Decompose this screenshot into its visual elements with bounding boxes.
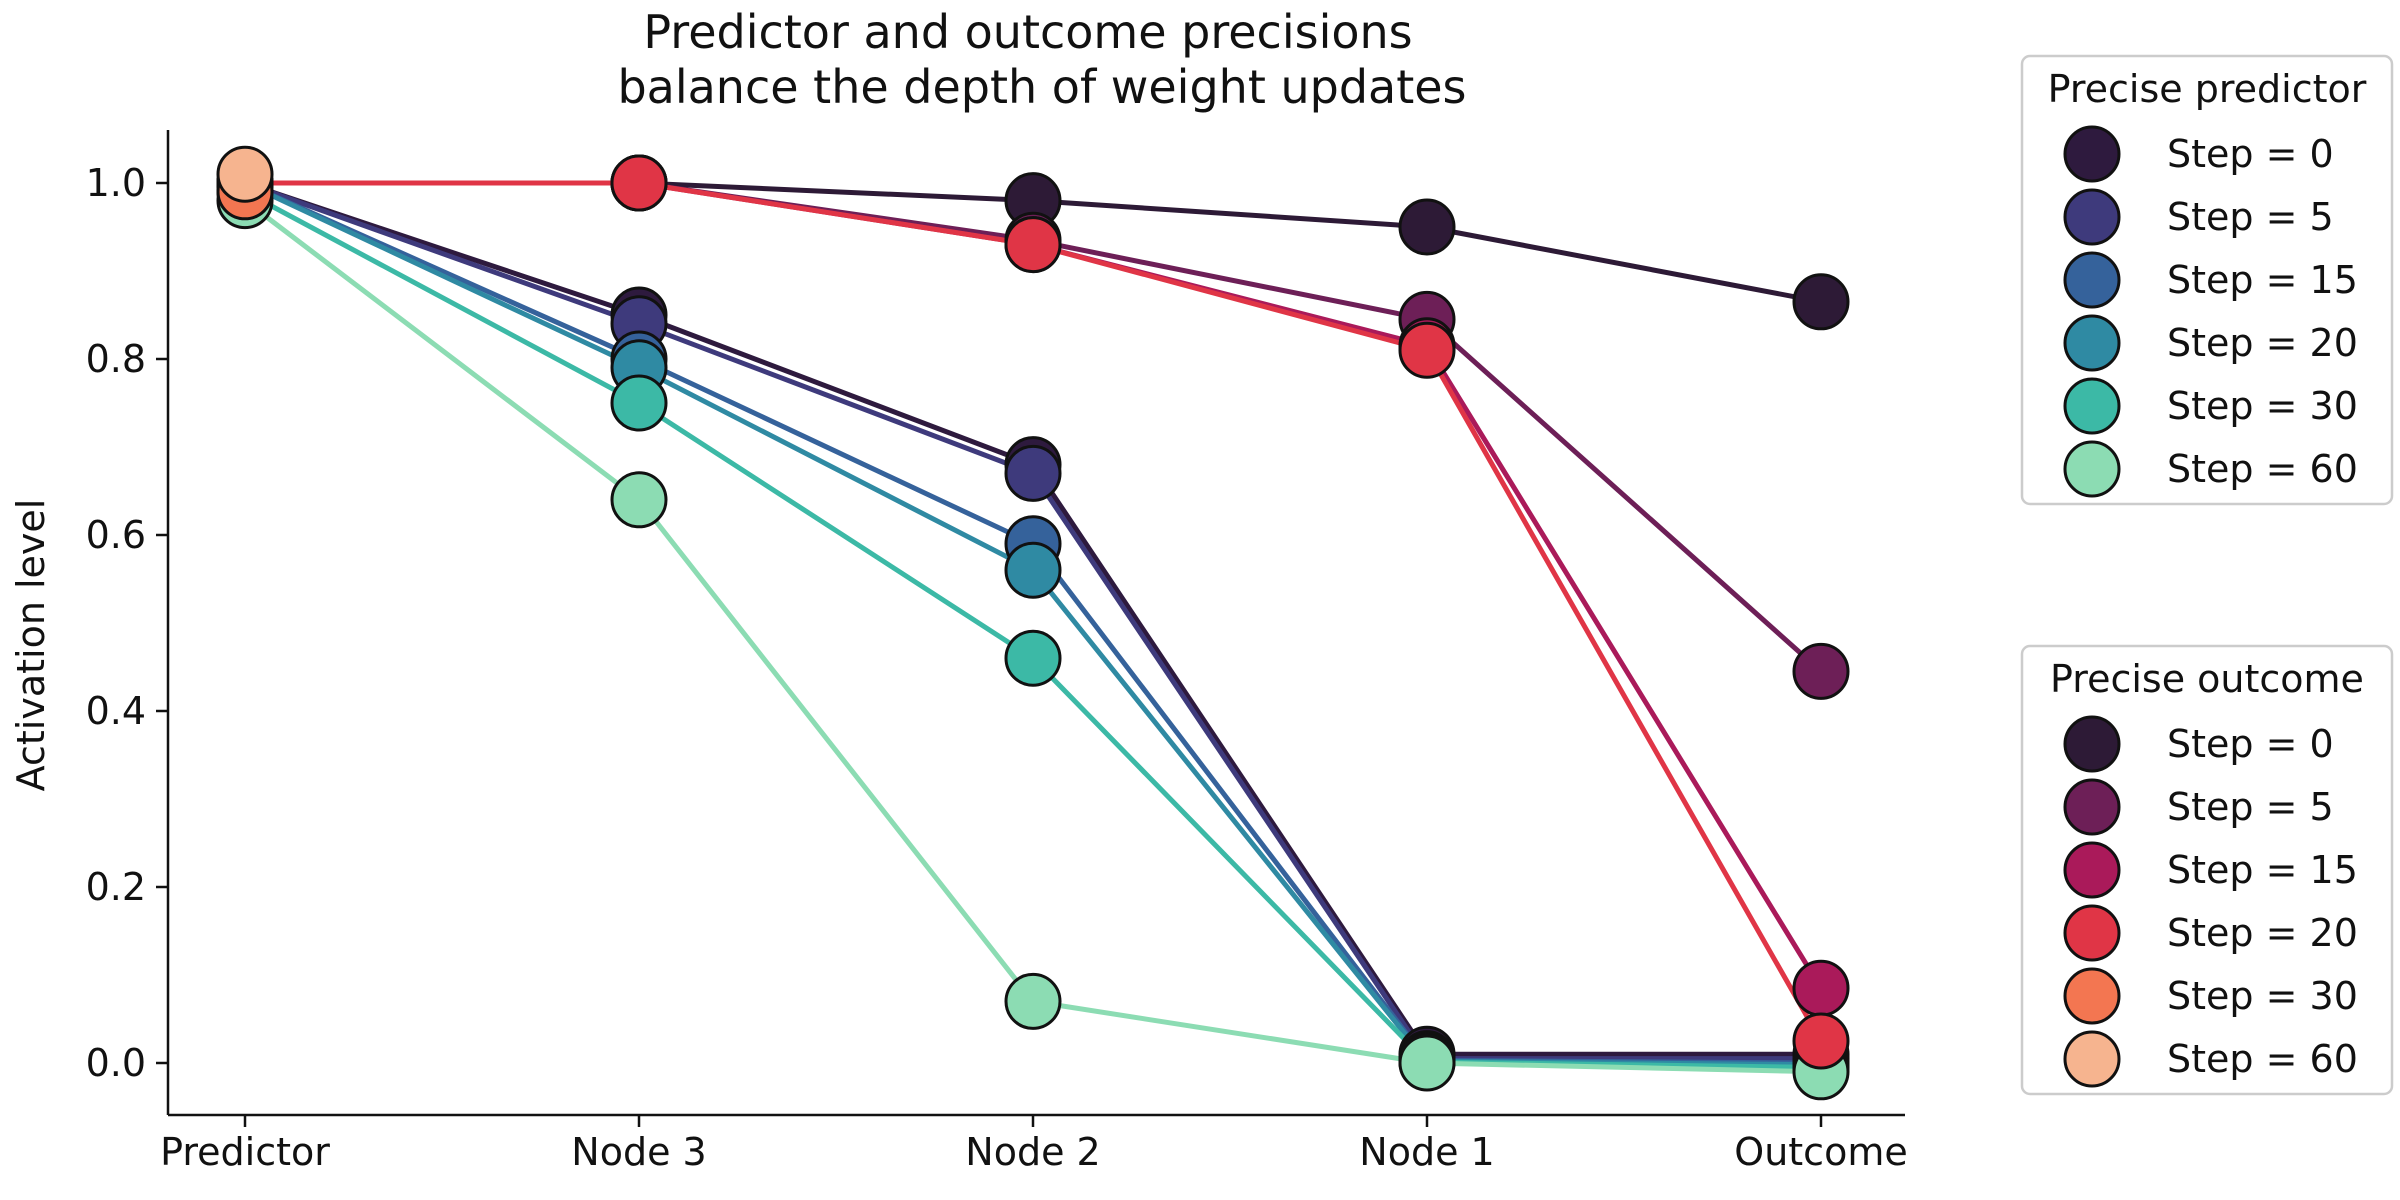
legend-precise-predictor: Precise predictor Step = 0 Step = 5 Step = … <box>2020 54 2394 506</box>
data-point-predictor-5-3 <box>1398 1034 1456 1092</box>
axes: 0.0 0.2 0.4 0.6 0.8 1.0 Predictor Node 3 Node 2 N… <box>86 130 1908 1174</box>
y-tick-label: 1.0 <box>86 161 146 205</box>
legend-precise-outcome: Precise outcome Step = 0 Step = 5 Step = 15… <box>2020 644 2394 1096</box>
legend-label: Step = 0 <box>2167 722 2334 766</box>
legend-marker <box>2063 841 2121 899</box>
data-point-predictor-4-1 <box>610 374 668 432</box>
y-tick-label: 0.6 <box>86 513 146 557</box>
data-point-outcome-0-4 <box>1792 273 1850 331</box>
data-point-predictor-5-1 <box>610 471 668 529</box>
legend-marker <box>2063 251 2121 309</box>
legend-title: Precise outcome <box>2050 657 2364 701</box>
x-tick-label: Predictor <box>160 1130 330 1174</box>
data-point-outcome-5-0 <box>216 145 274 203</box>
legend-label: Step = 15 <box>2167 848 2358 892</box>
legend-marker <box>2063 904 2121 962</box>
data-point-outcome-3-4 <box>1792 1012 1850 1070</box>
legend-marker <box>2063 188 2121 246</box>
data-point-predictor-3-2 <box>1004 541 1062 599</box>
data-point-predictor-5-2 <box>1004 972 1062 1030</box>
chart-title-line-2: balance the depth of weight updates <box>617 60 1466 114</box>
legend-label: Step = 5 <box>2167 195 2334 239</box>
y-tick-label: 0.4 <box>86 689 146 733</box>
series-line-outcome-3 <box>245 180 1824 1043</box>
legend-marker <box>2063 314 2121 372</box>
legend-label: Step = 0 <box>2167 132 2334 176</box>
legend-label: Step = 20 <box>2167 911 2358 955</box>
legends: Precise predictor Step = 0 Step = 5 Step = … <box>2020 54 2394 1096</box>
legend-label: Step = 30 <box>2167 974 2358 1018</box>
legend-label: Step = 60 <box>2167 447 2358 491</box>
legend-marker <box>2063 125 2121 183</box>
series-line-predictor-0 <box>244 180 1821 1057</box>
x-tick-label: Node 3 <box>571 1130 706 1174</box>
series-markers <box>216 145 1850 1101</box>
data-point-outcome-0-3 <box>1398 198 1456 256</box>
legend-title: Precise predictor <box>2048 67 2367 111</box>
legend-marker <box>2063 377 2121 435</box>
x-tick-label: Outcome <box>1734 1130 1907 1174</box>
legend-marker <box>2063 715 2121 773</box>
data-point-predictor-1-2 <box>1004 444 1062 502</box>
data-point-predictor-4-2 <box>1004 629 1062 687</box>
y-axis-label: Activation level <box>9 499 53 792</box>
series-lines <box>243 180 1824 1075</box>
legend-marker <box>2063 778 2121 836</box>
y-tick-label: 0.8 <box>86 337 146 381</box>
legend-marker <box>2063 440 2121 498</box>
x-tick-label: Node 2 <box>965 1130 1100 1174</box>
data-point-outcome-1-4 <box>1792 642 1850 700</box>
series-line-predictor-1 <box>244 180 1821 1062</box>
legend-label: Step = 30 <box>2167 384 2358 428</box>
y-tick-label: 0.2 <box>86 865 146 909</box>
x-tick-label: Node 1 <box>1359 1130 1494 1174</box>
chart-title-line-1: Predictor and outcome precisions <box>643 5 1412 59</box>
legend-label: Step = 15 <box>2167 258 2358 302</box>
legend-label: Step = 5 <box>2167 785 2334 829</box>
data-point-outcome-3-1 <box>610 154 668 212</box>
chart-title: Predictor and outcome precisions balance… <box>617 5 1466 114</box>
legend-label: Step = 20 <box>2167 321 2358 365</box>
data-point-outcome-3-2 <box>1004 216 1062 274</box>
data-point-outcome-3-3 <box>1398 321 1456 379</box>
data-point-outcome-2-4 <box>1792 959 1850 1017</box>
legend-marker <box>2063 1030 2121 1088</box>
legend-marker <box>2063 967 2121 1025</box>
y-tick-label: 0.0 <box>86 1041 146 1085</box>
legend-label: Step = 60 <box>2167 1037 2358 1081</box>
